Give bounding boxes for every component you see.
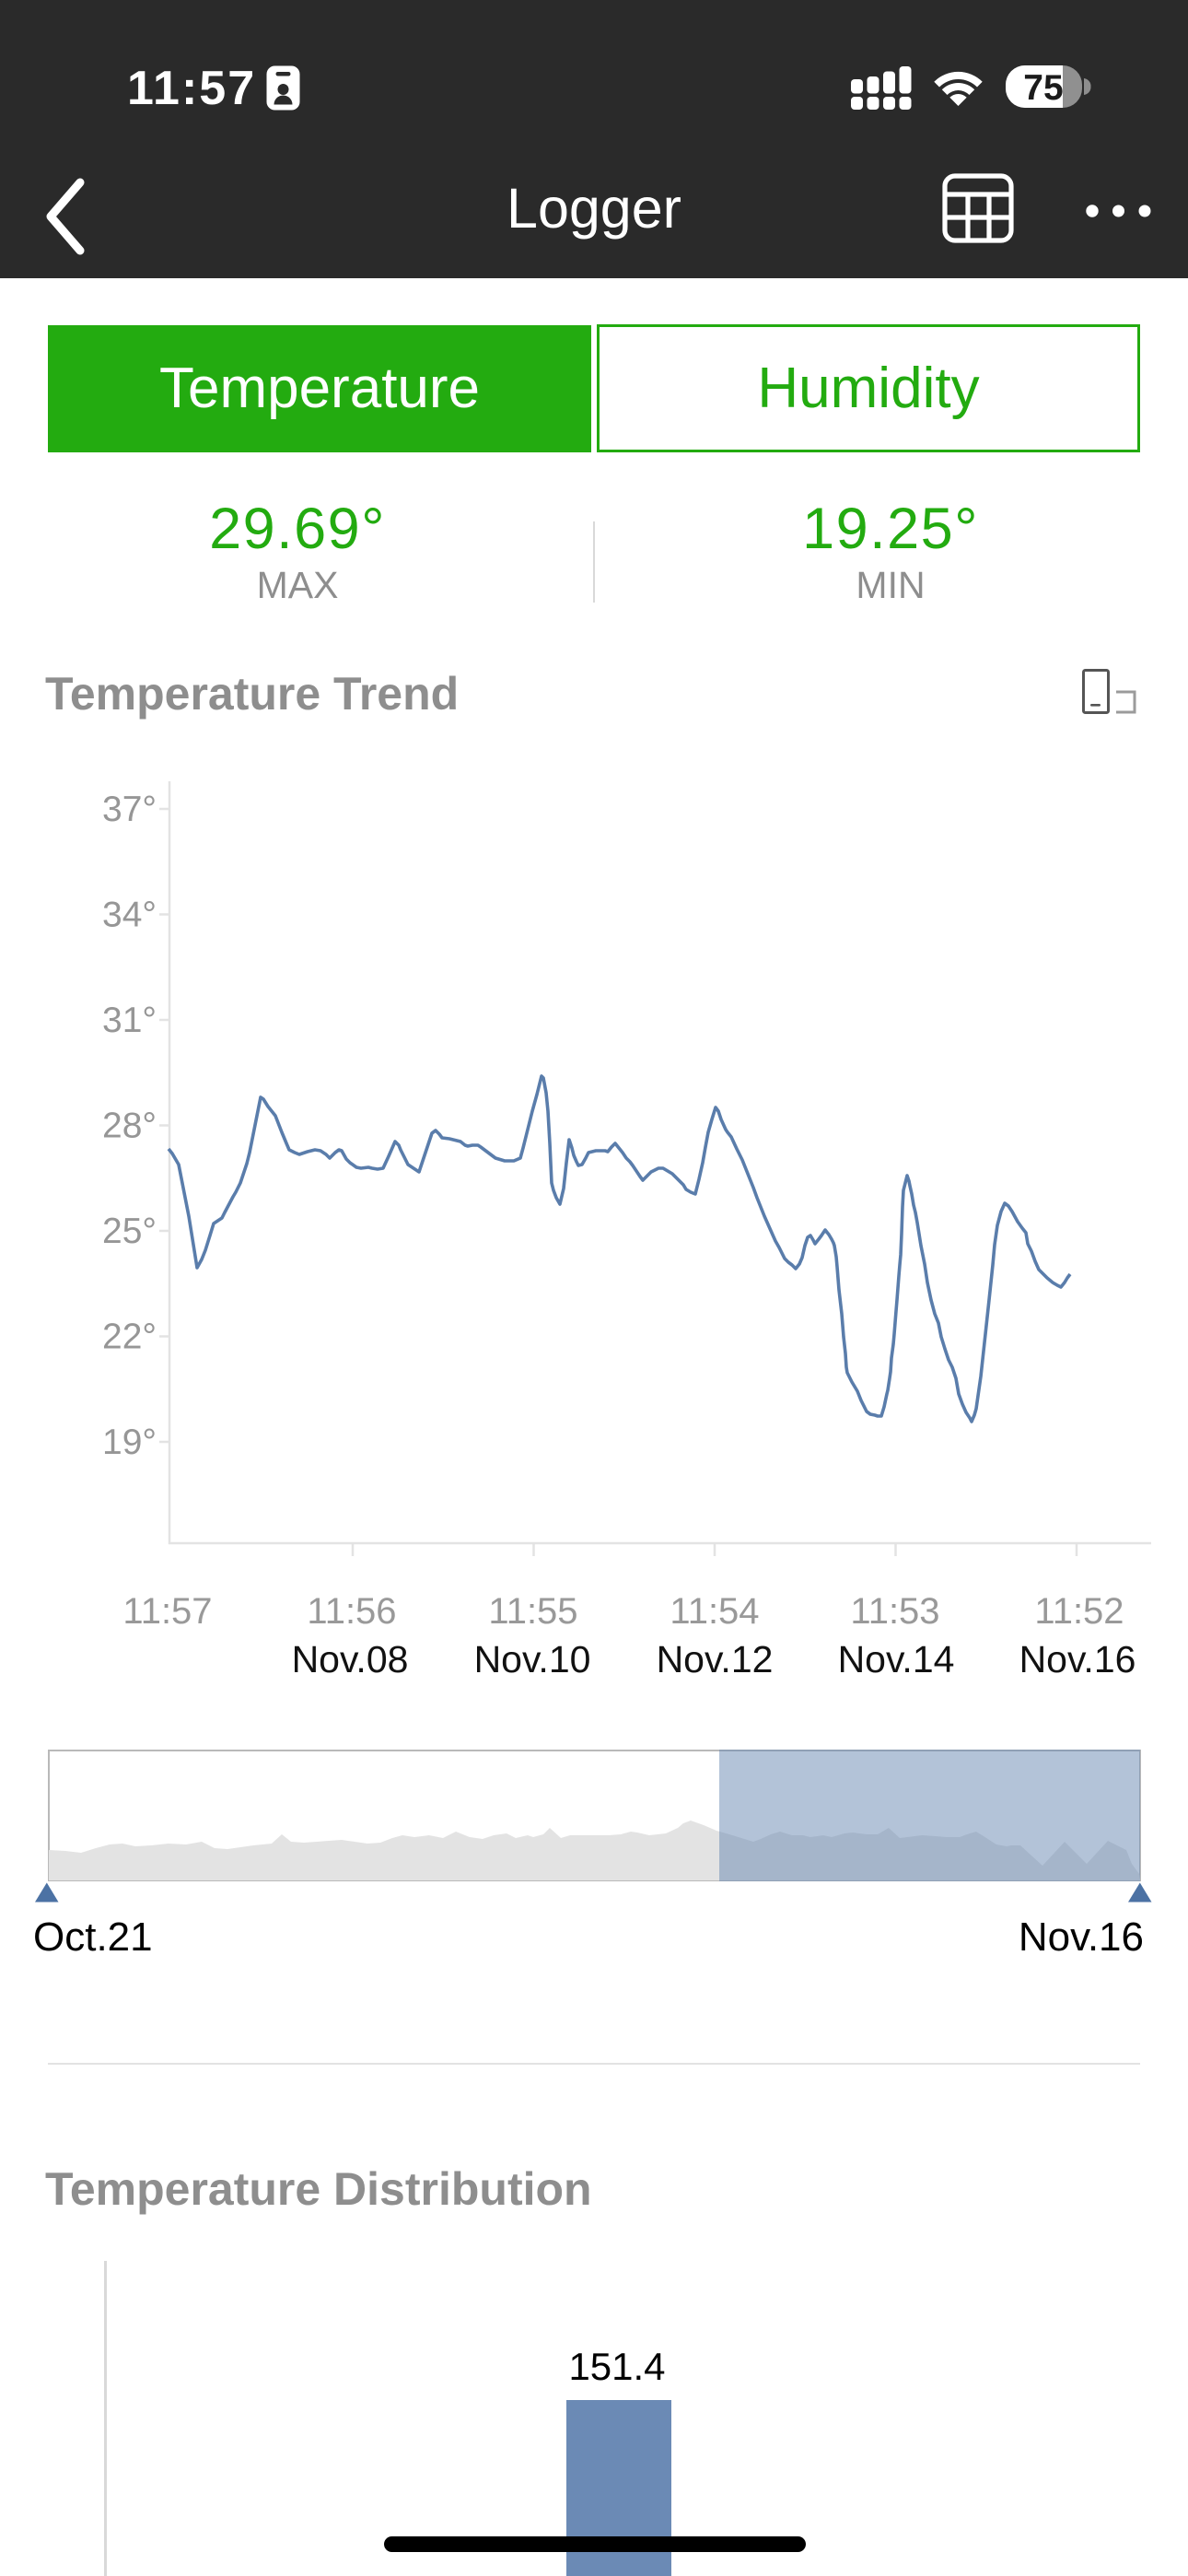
svg-text:28°: 28° [102, 1107, 157, 1146]
svg-text:22°: 22° [102, 1317, 157, 1357]
svg-text:31°: 31° [102, 1001, 157, 1040]
svg-text:25°: 25° [102, 1212, 157, 1251]
svg-text:37°: 37° [102, 790, 157, 829]
svg-text:19°: 19° [102, 1423, 157, 1462]
svg-text:75: 75 [1023, 68, 1063, 108]
svg-text:34°: 34° [102, 896, 157, 935]
